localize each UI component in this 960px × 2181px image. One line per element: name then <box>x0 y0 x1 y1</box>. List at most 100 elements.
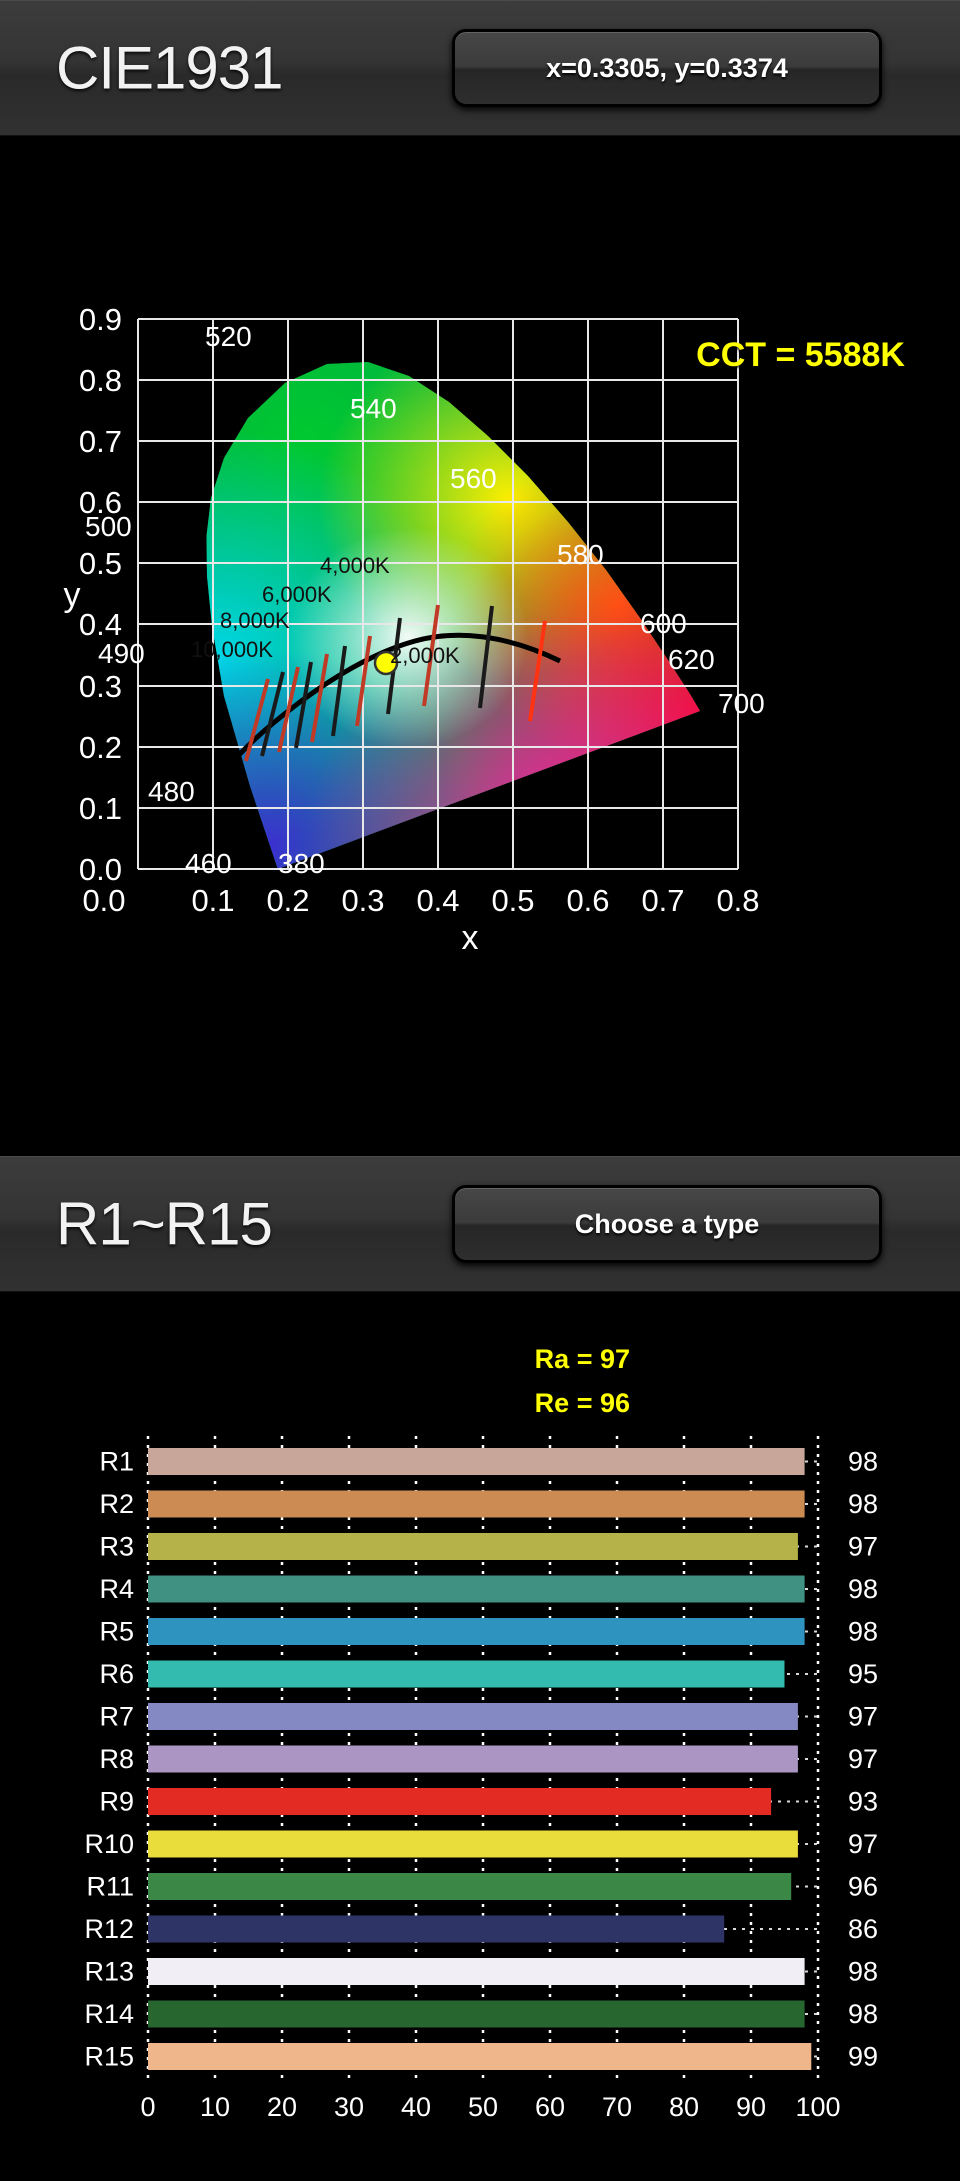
x-tick-label: 70 <box>602 2092 632 2122</box>
x-tick-label: 0.7 <box>641 883 684 918</box>
y-tick-label: 0.6 <box>79 485 122 520</box>
isotherm-label: 4,000K <box>320 553 390 578</box>
y-tick-label: 0.7 <box>79 424 122 459</box>
x-tick-label: 0.4 <box>416 883 459 918</box>
isotherm-label: 2,000K <box>390 643 460 668</box>
cri-value-label: 97 <box>848 1702 878 1732</box>
y-tick-label: 0.5 <box>79 546 122 581</box>
wavelength-label: 580 <box>557 539 604 570</box>
isotherm-label: 10,000K <box>191 637 273 662</box>
cri-value-label: 93 <box>848 1787 878 1817</box>
x-tick-label: 0.8 <box>716 883 759 918</box>
cri-category-label: R6 <box>99 1659 134 1689</box>
cri-category-label: R8 <box>99 1744 134 1774</box>
wavelength-label: 700 <box>718 688 765 719</box>
x-tick-label: 30 <box>334 2092 364 2122</box>
wavelength-label: 600 <box>640 608 687 639</box>
cri-bar[interactable] <box>148 1745 798 1773</box>
cri-bar[interactable] <box>148 1490 805 1518</box>
y-tick-label: 0.0 <box>79 852 122 887</box>
ra-value: Ra = 97 <box>534 1344 630 1374</box>
cri-value-label: 97 <box>848 1744 878 1774</box>
cri-x-axis-ticks: 0 10 20 30 40 50 60 70 80 90 100 <box>140 2092 840 2122</box>
cri-bar[interactable] <box>148 2043 812 2070</box>
cri-category-label: R11 <box>86 1872 134 1902</box>
cri-category-label: R5 <box>99 1617 134 1647</box>
re-value: Re = 96 <box>534 1388 630 1418</box>
choose-a-type-button[interactable]: Choose a type <box>452 1185 882 1263</box>
wavelength-label: 500 <box>85 511 132 542</box>
cri-bar[interactable] <box>148 1830 798 1858</box>
cri-category-label: R15 <box>84 2042 134 2072</box>
cri-bar[interactable] <box>148 1958 805 1985</box>
cri-category-label: R7 <box>99 1702 134 1732</box>
y-tick-label: 0.3 <box>79 669 122 704</box>
wavelength-label: 520 <box>205 321 252 352</box>
cri-bar[interactable] <box>148 2000 805 2028</box>
isotherm-label: 8,000K <box>220 608 290 633</box>
cie-chromaticity-chart[interactable]: 520 540 560 580 600 620 700 500 490 480 … <box>0 136 960 1156</box>
x-tick-label: 50 <box>468 2092 498 2122</box>
isotherm-labels: 10,000K 8,000K 6,000K 4,000K 2,000K <box>191 553 460 668</box>
cri-category-label: R9 <box>99 1787 134 1817</box>
cri-value-label: 98 <box>848 1574 878 1604</box>
x-tick-label: 0.2 <box>266 883 309 918</box>
chromaticity-coordinates-button[interactable]: x=0.3305, y=0.3374 <box>452 29 882 107</box>
cri-value-label: 98 <box>848 1617 878 1647</box>
x-tick-label: 20 <box>267 2092 297 2122</box>
cri-value-label: 98 <box>848 1489 878 1519</box>
x-tick-label: 0.5 <box>491 883 534 918</box>
isotherm-label: 6,000K <box>262 582 332 607</box>
x-tick-label: 40 <box>401 2092 431 2122</box>
cri-value-label: 95 <box>848 1659 878 1689</box>
cct-readout: CCT = 5588K <box>696 336 905 374</box>
cri-bar[interactable] <box>148 1703 798 1730</box>
cri-category-label: R2 <box>99 1489 134 1519</box>
cri-bar[interactable] <box>148 1915 725 1943</box>
cri-bar[interactable] <box>148 1533 798 1560</box>
cri-value-label: 99 <box>848 2042 878 2072</box>
x-tick-label: 0.1 <box>191 883 234 918</box>
cri-value-label: 98 <box>848 1999 878 2029</box>
cri-bar-chart[interactable]: R1 98 R2 98 R3 97 R4 98 R5 98 R6 95 R7 97 R8 97 R9 93 R10 9… <box>0 1292 960 2181</box>
cri-value-label: 86 <box>848 1914 878 1944</box>
y-tick-label: 0.8 <box>79 363 122 398</box>
cie-x-axis-title: x <box>462 919 479 957</box>
cri-bar[interactable] <box>148 1575 805 1603</box>
cri-bar[interactable] <box>148 1448 805 1475</box>
wavelength-label: 480 <box>148 776 195 807</box>
x-tick-label: 100 <box>795 2092 840 2122</box>
x-tick-label: 0.0 <box>82 883 125 918</box>
cri-bar[interactable] <box>148 1660 785 1688</box>
x-tick-label: 0.3 <box>341 883 384 918</box>
cri-chart-panel: Ra = 97 Re = 96 R1 98 R2 98 R3 97 R4 98 R5 98 R6 95… <box>0 1292 960 2181</box>
cri-bar[interactable] <box>148 1788 772 1815</box>
x-tick-label: 10 <box>200 2092 230 2122</box>
cri-summary-stats: Ra = 97 Re = 96 <box>535 1337 630 1425</box>
page-title-cie1931: CIE1931 <box>56 34 283 102</box>
y-tick-label: 0.4 <box>79 607 122 642</box>
x-tick-label: 60 <box>535 2092 565 2122</box>
y-tick-label: 0.9 <box>79 302 122 337</box>
chromaticity-marker[interactable] <box>373 650 399 676</box>
cri-bar[interactable] <box>148 1873 792 1900</box>
y-tick-label: 0.2 <box>79 730 122 765</box>
page-title-r1-r15: R1~R15 <box>56 1190 273 1258</box>
cri-value-label: 96 <box>848 1872 878 1902</box>
x-tick-label: 0 <box>140 2092 155 2122</box>
cri-category-label: R3 <box>99 1532 134 1562</box>
wavelength-labels: 520 540 560 580 600 620 700 500 490 480 … <box>85 321 765 879</box>
cri-category-label: R4 <box>99 1574 134 1604</box>
wavelength-label: 380 <box>278 848 325 879</box>
cri-value-label: 97 <box>848 1829 878 1859</box>
cri-bar[interactable] <box>148 1618 805 1645</box>
cie-y-axis-ticks: 0.9 0.8 0.7 0.6 0.5 0.4 0.3 0.2 0.1 0.0 <box>79 302 122 887</box>
cri-value-label: 98 <box>848 1447 878 1477</box>
cri-category-label: R12 <box>84 1914 134 1944</box>
cie-header-bar: CIE1931 x=0.3305, y=0.3374 <box>0 0 960 136</box>
cie-diagram-panel: CCT = 5588K <box>0 136 960 1156</box>
cie-gridlines <box>137 318 739 870</box>
wavelength-label: 460 <box>185 848 232 879</box>
y-tick-label: 0.1 <box>79 791 122 826</box>
cie-x-axis-ticks: 0.0 0.1 0.2 0.3 0.4 0.5 0.6 0.7 0.8 <box>82 883 759 918</box>
